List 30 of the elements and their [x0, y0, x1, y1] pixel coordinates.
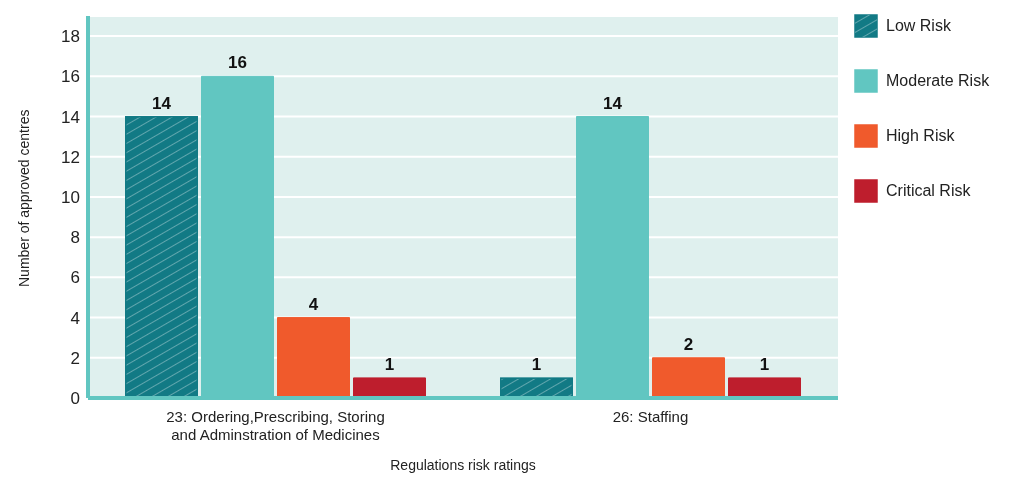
- y-tick-label: 8: [70, 228, 80, 248]
- data-label: 4: [308, 294, 319, 314]
- y-tick-label: 2: [70, 348, 80, 368]
- data-label: 1: [531, 354, 542, 374]
- y-tick-label: 18: [61, 27, 80, 47]
- data-label: 1: [384, 354, 395, 374]
- data-label: 2: [683, 334, 694, 354]
- bar: [652, 357, 725, 398]
- y-tick-label: 14: [61, 107, 80, 127]
- x-axis-title: Regulations risk ratings: [390, 457, 536, 473]
- legend-label: Critical Risk: [886, 182, 971, 200]
- x-tick-label: 23: Ordering,Prescribing, Storing and Adminstration of Medicines: [166, 408, 385, 443]
- bar: [277, 317, 350, 398]
- data-label: 16: [228, 53, 247, 73]
- bar: [353, 377, 426, 398]
- data-label: 1: [759, 354, 770, 374]
- y-tick-label: 16: [61, 67, 80, 87]
- y-axis-title: Number of approved centres: [15, 109, 32, 287]
- y-tick-label: 6: [70, 268, 80, 288]
- y-tick-label: 12: [61, 147, 80, 167]
- legend-label: High Risk: [886, 127, 955, 145]
- data-label: 14: [152, 93, 172, 113]
- legend-label: Moderate Risk: [886, 72, 990, 90]
- data-label: 14: [603, 93, 623, 113]
- y-tick-label: 4: [70, 308, 80, 328]
- bar: [728, 377, 801, 398]
- y-tick-label: 0: [70, 389, 80, 409]
- y-tick-label: 10: [61, 187, 80, 207]
- x-tick-label: 26: Staffing: [612, 408, 689, 425]
- legend-label: Low Risk: [886, 17, 951, 35]
